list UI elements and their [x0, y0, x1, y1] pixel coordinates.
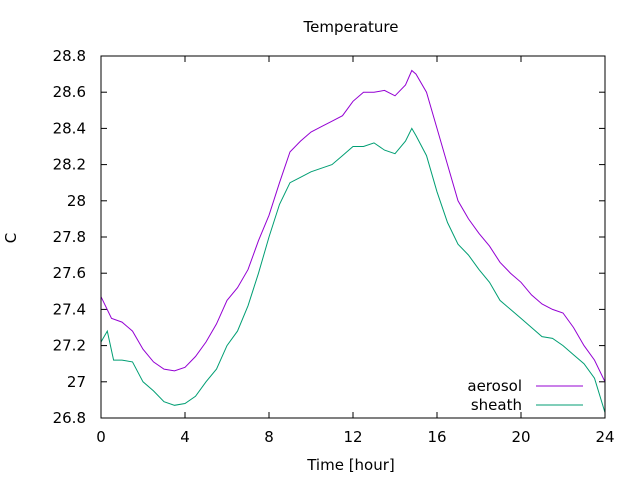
legend-label-sheath: sheath	[471, 396, 522, 414]
series-line-sheath	[100, 127, 606, 413]
chart-title: Temperature	[302, 18, 398, 36]
y-tick-label: 27.2	[53, 337, 86, 355]
x-tick-label: 24	[595, 428, 614, 446]
y-tick-label: 27.4	[53, 300, 86, 318]
series-line-aerosol	[100, 69, 606, 383]
y-tick-label: 27	[67, 373, 86, 391]
y-tick-label: 28.6	[53, 83, 86, 101]
x-tick-label: 4	[180, 428, 190, 446]
y-tick-label: 28.2	[53, 156, 86, 174]
plot-frame	[100, 55, 606, 419]
y-tick-label: 28	[67, 192, 86, 210]
x-axis-label: Time [hour]	[306, 456, 395, 474]
y-tick-label: 27.8	[53, 228, 86, 246]
y-tick-label: 26.8	[53, 409, 86, 427]
x-tick-label: 20	[511, 428, 530, 446]
legend-label-aerosol: aerosol	[467, 377, 522, 395]
x-tick-label: 16	[427, 428, 446, 446]
y-tick-label: 28.4	[53, 119, 86, 137]
x-tick-label: 12	[343, 428, 362, 446]
y-axis-label: C	[2, 233, 20, 243]
y-tick-label: 28.8	[53, 47, 86, 65]
y-tick-label: 27.6	[53, 264, 86, 282]
plot-area: 0 4 8 12 16 20 24 26.8 27 27.2 27.4 27.6 27.8 28 28.2 2…	[53, 47, 615, 446]
x-tick-label: 8	[264, 428, 274, 446]
x-tick-label: 0	[96, 428, 106, 446]
